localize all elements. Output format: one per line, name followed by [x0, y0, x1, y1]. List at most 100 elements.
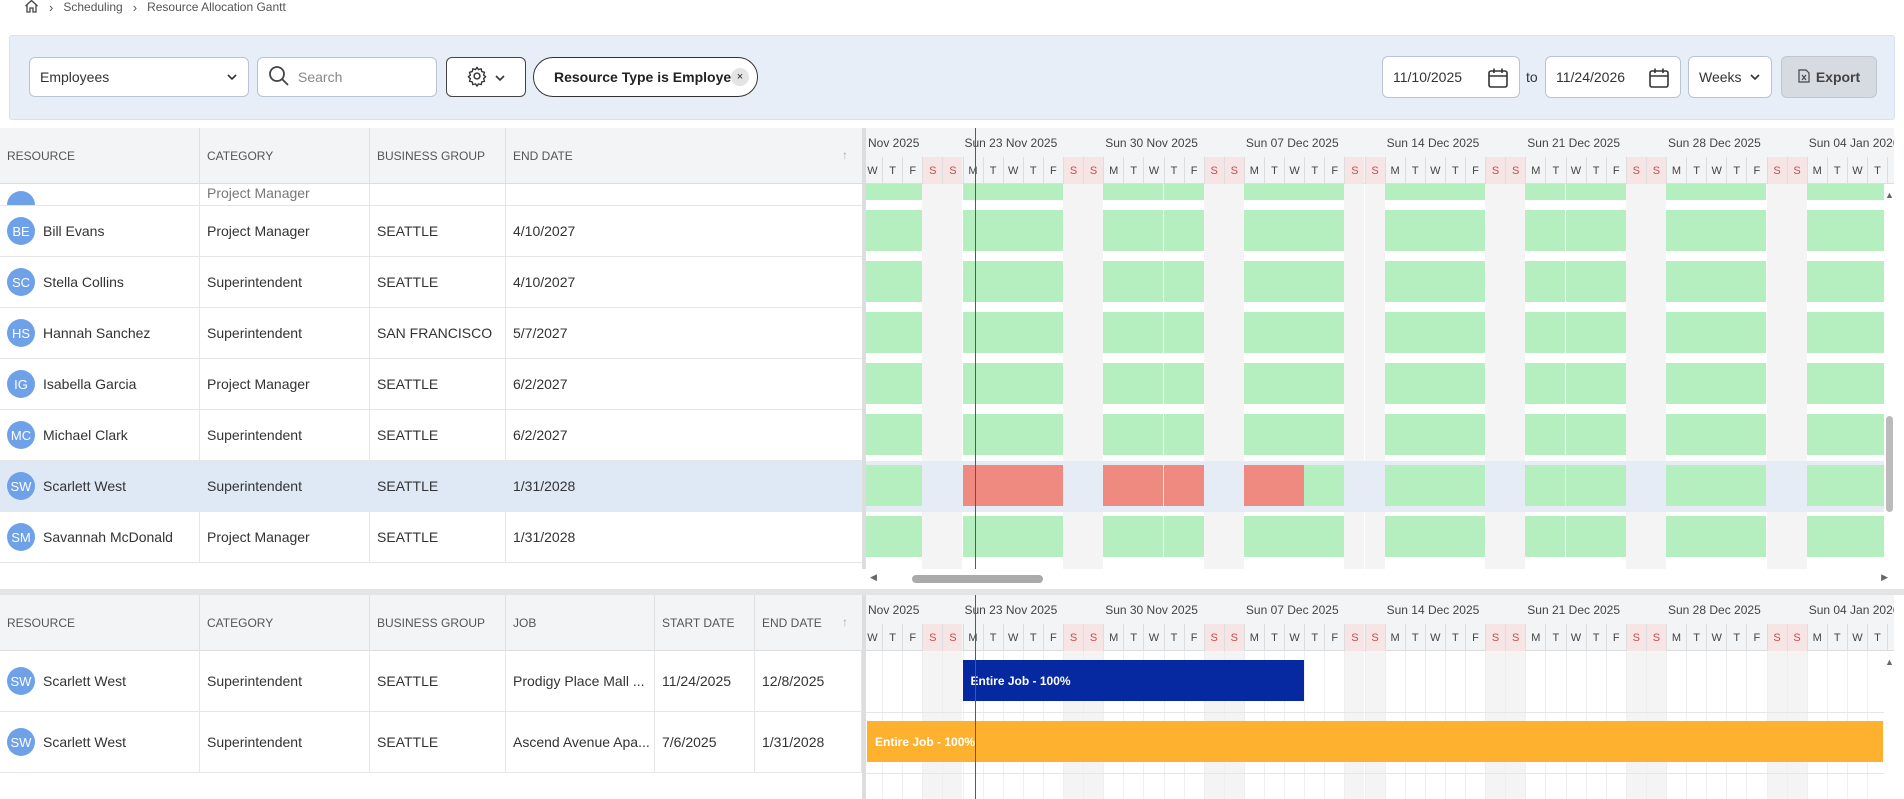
- available-day[interactable]: [1605, 363, 1626, 404]
- available-day[interactable]: [1384, 312, 1405, 353]
- available-day[interactable]: [1565, 312, 1586, 353]
- available-day[interactable]: [1404, 312, 1425, 353]
- available-day[interactable]: [1585, 184, 1606, 200]
- available-day[interactable]: [1324, 414, 1345, 455]
- available-day[interactable]: [1826, 465, 1847, 506]
- available-day[interactable]: [1826, 184, 1847, 200]
- available-day[interactable]: [1284, 210, 1305, 251]
- available-day[interactable]: [1123, 414, 1144, 455]
- available-day[interactable]: [1746, 312, 1767, 353]
- resource-name[interactable]: Scarlett West: [43, 734, 126, 750]
- available-day[interactable]: [1304, 261, 1325, 302]
- available-day[interactable]: [1746, 516, 1767, 557]
- available-day[interactable]: [1686, 312, 1707, 353]
- available-day[interactable]: [1565, 465, 1586, 506]
- available-day[interactable]: [1726, 465, 1747, 506]
- available-day[interactable]: [982, 516, 1003, 557]
- available-day[interactable]: [1706, 465, 1727, 506]
- available-day[interactable]: [1243, 184, 1264, 200]
- available-day[interactable]: [1042, 210, 1063, 251]
- available-day[interactable]: [1264, 414, 1285, 455]
- available-day[interactable]: [1243, 516, 1264, 557]
- available-day[interactable]: [1867, 465, 1888, 506]
- available-day[interactable]: [1163, 184, 1184, 200]
- available-day[interactable]: [1243, 414, 1264, 455]
- available-day[interactable]: [1042, 363, 1063, 404]
- available-day[interactable]: [1666, 465, 1687, 506]
- available-day[interactable]: [1666, 210, 1687, 251]
- available-day[interactable]: [1324, 363, 1345, 404]
- table-row[interactable]: MC Michael Clark Superintendent SEATTLE 6/2/…: [0, 410, 862, 461]
- table-row-partial[interactable]: Project Manager: [0, 184, 862, 206]
- available-day[interactable]: [1284, 312, 1305, 353]
- available-day[interactable]: [1565, 184, 1586, 200]
- start-date-input[interactable]: 11/10/2025: [1382, 56, 1520, 98]
- available-day[interactable]: [1163, 312, 1184, 353]
- available-day[interactable]: [1002, 312, 1023, 353]
- available-day[interactable]: [962, 516, 983, 557]
- available-day[interactable]: [1284, 363, 1305, 404]
- available-day[interactable]: [1686, 465, 1707, 506]
- available-day[interactable]: [902, 312, 923, 353]
- sort-arrow-icon[interactable]: ↑: [842, 615, 848, 629]
- available-day[interactable]: [1444, 312, 1465, 353]
- available-day[interactable]: [1103, 516, 1124, 557]
- available-day[interactable]: [1103, 312, 1124, 353]
- column-header-category[interactable]: CATEGORY: [200, 595, 370, 651]
- sort-arrow-icon[interactable]: ↑: [842, 148, 848, 162]
- available-day[interactable]: [1525, 465, 1546, 506]
- available-day[interactable]: [1404, 261, 1425, 302]
- export-button[interactable]: Export: [1781, 56, 1877, 98]
- column-header-category[interactable]: CATEGORY: [200, 128, 370, 184]
- available-day[interactable]: [1424, 363, 1445, 404]
- available-day[interactable]: [1264, 261, 1285, 302]
- available-day[interactable]: [1143, 184, 1164, 200]
- available-day[interactable]: [1826, 210, 1847, 251]
- available-day[interactable]: [1726, 312, 1747, 353]
- home-icon[interactable]: [24, 0, 39, 16]
- available-day[interactable]: [1264, 184, 1285, 200]
- available-day[interactable]: [1605, 184, 1626, 200]
- available-day[interactable]: [882, 414, 903, 455]
- available-day[interactable]: [1846, 210, 1867, 251]
- available-day[interactable]: [1284, 184, 1305, 200]
- available-day[interactable]: [1746, 261, 1767, 302]
- available-day[interactable]: [1545, 516, 1566, 557]
- available-day[interactable]: [1465, 465, 1486, 506]
- available-day[interactable]: [1243, 261, 1264, 302]
- panel-splitter[interactable]: [0, 589, 1904, 595]
- available-day[interactable]: [1867, 312, 1888, 353]
- search-input[interactable]: Search: [257, 57, 437, 97]
- available-day[interactable]: [1686, 210, 1707, 251]
- available-day[interactable]: [1444, 184, 1465, 200]
- available-day[interactable]: [1123, 184, 1144, 200]
- overbooked-day[interactable]: [1264, 465, 1285, 506]
- available-day[interactable]: [1143, 363, 1164, 404]
- available-day[interactable]: [1686, 184, 1707, 200]
- available-day[interactable]: [882, 312, 903, 353]
- available-day[interactable]: [1384, 184, 1405, 200]
- scroll-up-icon[interactable]: ▲: [1885, 657, 1894, 667]
- resource-name[interactable]: Isabella Garcia: [43, 376, 137, 392]
- available-day[interactable]: [1243, 210, 1264, 251]
- available-day[interactable]: [866, 414, 883, 455]
- available-day[interactable]: [1666, 312, 1687, 353]
- column-header-resource[interactable]: RESOURCE: [0, 128, 200, 184]
- available-day[interactable]: [1022, 184, 1043, 200]
- available-day[interactable]: [1304, 516, 1325, 557]
- available-day[interactable]: [1022, 363, 1043, 404]
- column-header-job[interactable]: JOB: [506, 595, 655, 651]
- available-day[interactable]: [1404, 465, 1425, 506]
- available-day[interactable]: [962, 210, 983, 251]
- available-day[interactable]: [1304, 465, 1325, 506]
- available-day[interactable]: [1143, 210, 1164, 251]
- available-day[interactable]: [1565, 363, 1586, 404]
- resource-name[interactable]: Scarlett West: [43, 673, 126, 689]
- available-day[interactable]: [866, 516, 883, 557]
- available-day[interactable]: [1384, 261, 1405, 302]
- table-row[interactable]: SC Stella Collins Superintendent SEATTLE 4/1…: [0, 257, 862, 308]
- column-header-start-date[interactable]: START DATE: [655, 595, 755, 651]
- available-day[interactable]: [1565, 210, 1586, 251]
- available-day[interactable]: [1324, 312, 1345, 353]
- available-day[interactable]: [1163, 516, 1184, 557]
